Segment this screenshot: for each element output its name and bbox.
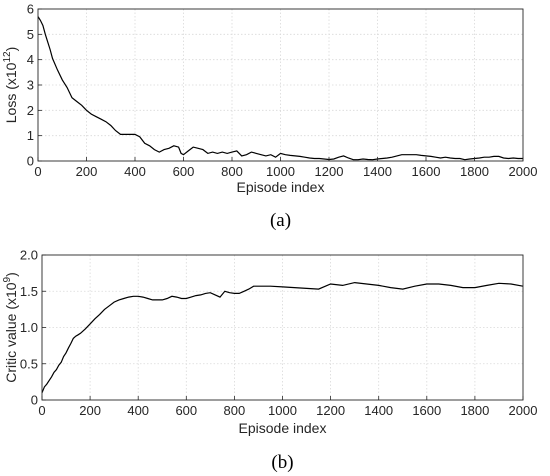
x-tick-label-b-7: 1400 xyxy=(364,403,393,418)
x-tick-label-a-10: 2000 xyxy=(509,164,538,179)
y-axis-label-exp-b: 9 xyxy=(2,276,13,282)
x-tick-label-b-8: 1600 xyxy=(412,403,441,418)
x-tick-label-a-5: 1000 xyxy=(266,164,295,179)
x-tick-label-b-0: 0 xyxy=(38,403,45,418)
series-a xyxy=(37,16,523,161)
y-tick-label-a-5: 5 xyxy=(27,27,34,42)
x-tick-label-b-6: 1200 xyxy=(316,403,345,418)
y-tick-label-b-2: 1.0 xyxy=(20,320,38,335)
x-tick-label-b-3: 600 xyxy=(175,403,197,418)
x-tick-label-a-4: 800 xyxy=(221,164,243,179)
x-tick-label-b-5: 1000 xyxy=(268,403,297,418)
y-tick-label-a-6: 6 xyxy=(27,2,34,17)
y-axis-label-a: Loss (x1012) xyxy=(2,47,19,124)
x-tick-label-b-1: 200 xyxy=(79,403,101,418)
y-tick-label-b-1: 0.5 xyxy=(20,356,38,371)
y-axis-label-close-b: ) xyxy=(3,272,19,277)
y-tick-label-a-1: 1 xyxy=(27,128,34,143)
x-tick-label-a-0: 0 xyxy=(34,164,41,179)
y-tick-label-a-3: 3 xyxy=(27,78,34,93)
x-tick-labels-b: 0 200 400 600 800 1000 1200 1400 1600 1800 2000 xyxy=(38,396,537,418)
x-tick-label-a-3: 600 xyxy=(173,164,195,179)
x-tick-label-a-2: 400 xyxy=(124,164,146,179)
chart-panel-b: 0 200 400 600 800 1000 1200 1400 1600 1800 2000 00… xyxy=(2,248,537,474)
y-axis-label-b: Critic value (x109) xyxy=(2,272,19,383)
x-tick-label-a-9: 1800 xyxy=(460,164,489,179)
y-tick-label-b-4: 2.0 xyxy=(20,248,38,263)
x-tick-label-a-1: 200 xyxy=(76,164,98,179)
grid-lines-b xyxy=(42,255,523,400)
x-tick-label-b-4: 800 xyxy=(224,403,246,418)
y-axis-label-base-b: Critic value (x10 xyxy=(3,282,19,383)
x-axis-label-b: Episode index xyxy=(239,420,327,436)
y-tick-labels-b: 0 0.5 1.0 1.5 2.0 xyxy=(20,248,46,408)
x-tick-label-b-9: 1800 xyxy=(460,403,489,418)
y-axis-label-close-a: ) xyxy=(3,47,19,52)
chart-panel-a: 0 200 400 600 800 1000 1200 1400 1600 1800 2000 0 1… xyxy=(2,2,537,232)
x-tick-label-a-7: 1400 xyxy=(363,164,392,179)
x-tick-label-a-6: 1200 xyxy=(315,164,344,179)
series-b xyxy=(41,281,524,394)
y-tick-label-a-0: 0 xyxy=(27,154,34,169)
caption-b: (b) xyxy=(271,452,293,473)
caption-a: (a) xyxy=(270,210,291,231)
y-tick-label-a-2: 2 xyxy=(27,103,34,118)
x-axis-label-a: Episode index xyxy=(237,179,325,195)
y-axis-label-base-a: Loss (x10 xyxy=(3,62,19,123)
y-tick-label-b-3: 1.5 xyxy=(20,284,38,299)
x-tick-label-a-8: 1600 xyxy=(412,164,441,179)
y-axis-label-exp-a: 12 xyxy=(2,51,13,63)
series-line-a-0 xyxy=(37,16,523,161)
series-line-b-0 xyxy=(41,281,524,394)
y-tick-label-a-4: 4 xyxy=(27,52,34,67)
x-tick-label-b-10: 2000 xyxy=(509,403,538,418)
y-tick-label-b-0: 0 xyxy=(31,393,38,408)
grid-lines-a xyxy=(38,9,523,161)
x-tick-label-b-2: 400 xyxy=(127,403,149,418)
y-tick-labels-a: 0 1 2 3 4 5 6 xyxy=(27,2,42,169)
x-tick-labels-a: 0 200 400 600 800 1000 1200 1400 1600 1800 2000 xyxy=(34,157,537,179)
